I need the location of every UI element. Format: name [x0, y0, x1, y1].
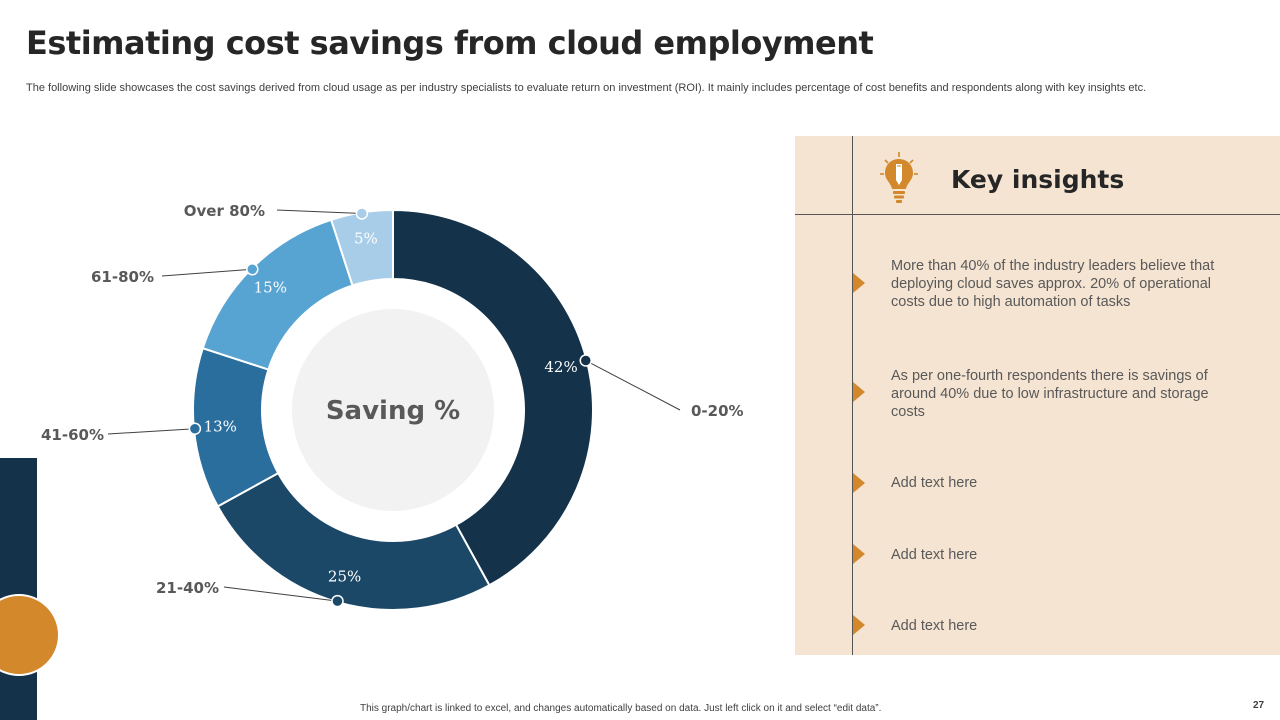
lightbulb-icon: [880, 152, 918, 203]
callout-dot: [188, 422, 202, 435]
segment-value-label: 25%: [328, 568, 361, 586]
decor-side-bar: [0, 458, 37, 720]
category-label: Over 80%: [184, 202, 265, 220]
page-subtitle: The following slide showcases the cost s…: [26, 82, 1147, 94]
insight-text: Add text here: [891, 618, 978, 634]
callout-line: [107, 428, 195, 435]
insight-text: Add text here: [891, 475, 978, 491]
chart-center-title: Saving %: [326, 396, 460, 426]
segment-value-label: 13%: [204, 417, 237, 435]
panel-divider-horizontal: [795, 214, 1280, 215]
insight-text: Add text here: [891, 547, 978, 563]
insight-arrow-icon: [853, 615, 865, 635]
callout-line: [223, 586, 338, 602]
callout-dot: [331, 594, 344, 608]
segment-value-label: 5%: [354, 230, 378, 248]
insight-text: As per one-fourth respondents there is s…: [891, 368, 1209, 420]
category-label: 41-60%: [41, 426, 104, 444]
key-insights-heading: Key insights: [951, 165, 1125, 194]
insight-arrow-icon: [853, 473, 865, 493]
key-insights-panel: Key insights More than 40% of the indust…: [795, 136, 1280, 655]
callout-dot: [579, 354, 592, 367]
callout-line: [161, 268, 253, 277]
insight-text: More than 40% of the industry leaders be…: [891, 258, 1215, 310]
donut-segment[interactable]: [392, 208, 594, 587]
callout-line: [276, 209, 362, 214]
insight-arrow-icon: [853, 544, 865, 564]
donut-center: [292, 309, 494, 511]
category-label: 0-20%: [691, 402, 744, 420]
segment-value-label: 15%: [254, 278, 287, 296]
segment-value-label: 42%: [544, 358, 577, 376]
category-label: 61-80%: [91, 268, 154, 286]
callout-line: [585, 360, 681, 411]
category-label: 21-40%: [156, 579, 219, 597]
donut-chart[interactable]: 42% 0-20% 25% 21-40% 13% 41-60% 15% 61-80% 5% Ove…: [0, 120, 790, 640]
page-title: Estimating cost savings from cloud emplo…: [26, 24, 874, 62]
callout-dot: [246, 263, 259, 276]
insight-arrow-icon: [853, 382, 865, 402]
panel-divider-vertical: [852, 136, 853, 655]
callout-dot: [355, 207, 369, 220]
footnote: This graph/chart is linked to excel, and…: [360, 703, 882, 714]
donut-segment[interactable]: [329, 208, 394, 287]
donut-segment[interactable]: [216, 471, 491, 611]
insight-arrow-icon: [853, 273, 865, 293]
page-number: 27: [1253, 700, 1265, 711]
